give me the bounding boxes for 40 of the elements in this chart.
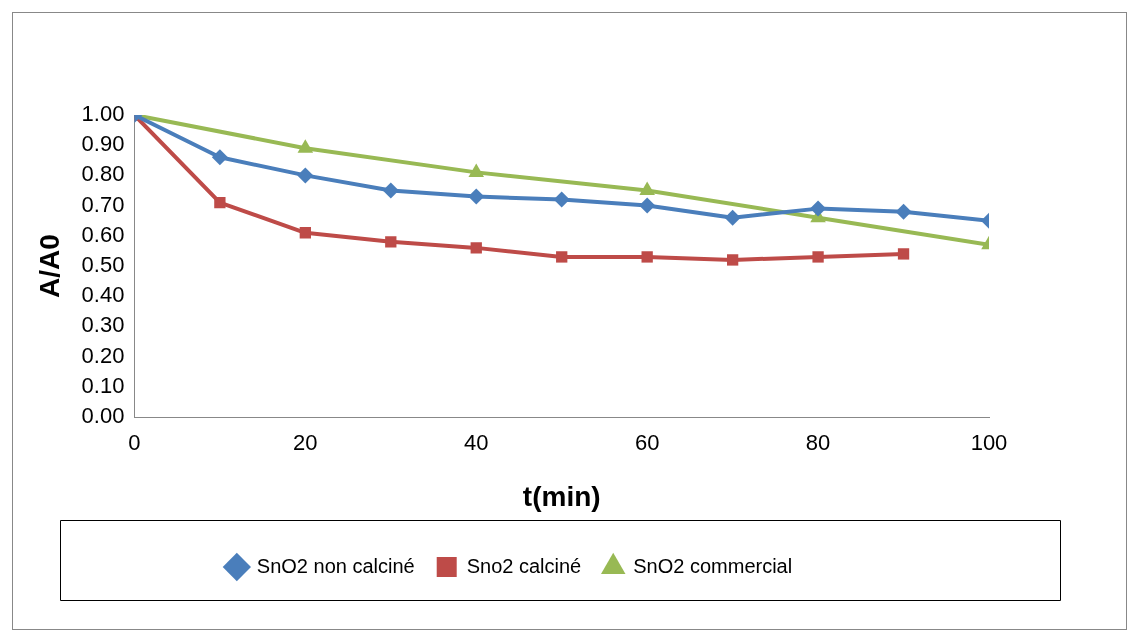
- x-tick-label: 20: [293, 430, 318, 456]
- point: [897, 248, 910, 260]
- point: [297, 167, 314, 184]
- point: [810, 200, 827, 217]
- point: [470, 242, 482, 254]
- y-tick-label: 1.00: [81, 101, 125, 127]
- point: [641, 251, 653, 263]
- point: [895, 203, 912, 220]
- y-tick-label: 0.80: [81, 161, 125, 187]
- y-tick-label: 0.40: [81, 282, 125, 308]
- point: [385, 236, 397, 248]
- y-tick-label: 0.90: [81, 131, 125, 157]
- x-tick-label: 100: [970, 430, 1008, 456]
- point: [724, 209, 741, 226]
- point: [556, 251, 568, 263]
- point: [382, 182, 399, 199]
- x-tick-label: 0: [128, 430, 141, 456]
- x-axis-title: t(min): [522, 480, 601, 512]
- point: [812, 251, 824, 263]
- legend-label: Sno2 calciné: [466, 554, 582, 577]
- y-tick-label: 0.50: [81, 252, 125, 278]
- x-tick-label: 40: [464, 430, 489, 456]
- x-tick-label: 80: [805, 430, 831, 456]
- point: [214, 196, 226, 209]
- legend-label: SnO2 non calciné: [256, 554, 415, 577]
- point: [726, 254, 739, 266]
- point: [299, 227, 311, 239]
- y-tick-label: 0.20: [81, 342, 125, 368]
- y-tick-label: 0.70: [81, 191, 125, 217]
- legend-label: SnO2 commercial: [633, 554, 793, 577]
- point: [639, 197, 656, 214]
- y-tick-label: 0.60: [81, 221, 125, 247]
- y-axis-title: A/A0: [33, 234, 65, 298]
- y-tick-label: 0.00: [81, 403, 125, 429]
- y-tick-label: 0.10: [81, 372, 125, 398]
- point: [211, 149, 228, 166]
- y-tick-label: 0.30: [81, 312, 125, 338]
- x-tick-label: 60: [634, 430, 660, 456]
- point: [468, 188, 485, 205]
- point: [553, 191, 570, 208]
